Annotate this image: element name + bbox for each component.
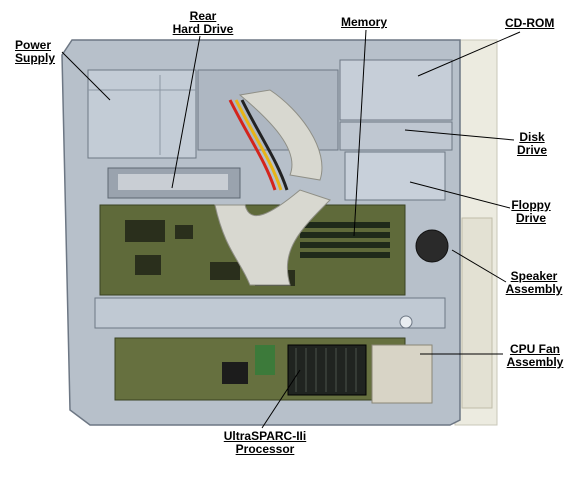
cpu-heatsink — [287, 344, 367, 396]
cd-rom-bay — [339, 59, 453, 121]
memory-modules — [300, 222, 390, 258]
cpu-fan — [371, 344, 433, 404]
label-cpu-fan-assembly: CPU Fan Assembly — [506, 342, 564, 369]
label-cd-rom: CD-ROM — [505, 16, 555, 30]
label-memory: Memory — [341, 15, 388, 29]
label-rear-hard-drive: Rear Hard Drive — [172, 9, 234, 36]
label-speaker-assembly: Speaker Assembly — [505, 269, 563, 296]
leader-lines — [61, 29, 521, 429]
ribbon-cable — [214, 189, 331, 286]
disk-drive-bay — [339, 121, 453, 151]
power-cables — [228, 99, 289, 191]
floppy-drive-bay — [344, 151, 446, 201]
label-processor: UltraSPARC-IIi Processor — [223, 429, 307, 456]
label-disk-drive: Disk Drive — [516, 130, 548, 157]
label-power-supply: Power Supply — [15, 38, 56, 65]
cross-bar — [94, 297, 446, 329]
label-floppy-drive: Floppy Drive — [511, 198, 551, 225]
power-supply-unit — [87, 69, 197, 159]
speaker — [415, 229, 449, 263]
